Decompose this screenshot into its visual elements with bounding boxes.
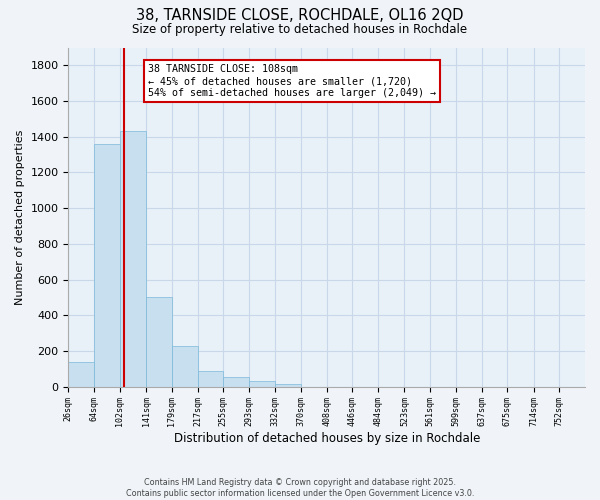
Bar (94, 144, 120, 386)
Text: Contains HM Land Registry data © Crown copyright and database right 2025.
Contai: Contains HM Land Registry data © Crown c… (126, 478, 474, 498)
Text: Size of property relative to detached houses in Rochdale: Size of property relative to detached ho… (133, 22, 467, 36)
Text: 38 TARNSIDE CLOSE: 108sqm
← 45% of detached houses are smaller (1,720)
54% of se: 38 TARNSIDE CLOSE: 108sqm ← 45% of detac… (148, 64, 436, 98)
X-axis label: Distribution of detached houses by size in Rochdale: Distribution of detached houses by size … (173, 432, 480, 445)
Bar (120, 132, 146, 386)
Bar (275, 384, 301, 386)
Bar (172, 346, 197, 387)
Bar (146, 298, 172, 386)
Y-axis label: Number of detached properties: Number of detached properties (15, 130, 25, 305)
Bar (223, 377, 249, 386)
Bar (197, 370, 223, 386)
Bar (68, 362, 94, 386)
Bar (249, 382, 275, 386)
Text: 38, TARNSIDE CLOSE, ROCHDALE, OL16 2QD: 38, TARNSIDE CLOSE, ROCHDALE, OL16 2QD (136, 8, 464, 22)
